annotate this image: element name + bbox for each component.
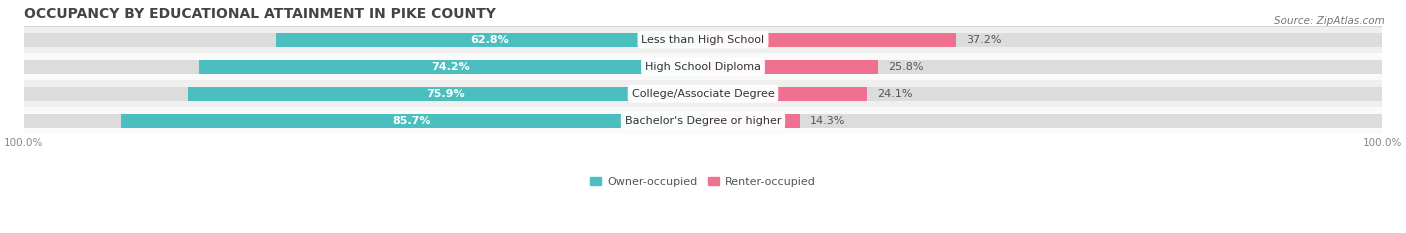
Bar: [24, 60, 703, 74]
Bar: [187, 87, 703, 101]
Bar: [703, 114, 1382, 128]
Bar: [24, 87, 703, 101]
Bar: [24, 33, 703, 47]
Bar: [703, 60, 879, 74]
Text: Source: ZipAtlas.com: Source: ZipAtlas.com: [1274, 16, 1385, 26]
Bar: [24, 26, 1382, 53]
Bar: [24, 80, 1382, 107]
Text: College/Associate Degree: College/Associate Degree: [631, 89, 775, 99]
Bar: [121, 114, 703, 128]
Text: 37.2%: 37.2%: [966, 35, 1001, 45]
Text: High School Diploma: High School Diploma: [645, 62, 761, 72]
Text: 75.9%: 75.9%: [426, 89, 464, 99]
Text: 25.8%: 25.8%: [889, 62, 924, 72]
Bar: [703, 33, 956, 47]
Bar: [703, 87, 1382, 101]
Bar: [703, 33, 1382, 47]
Bar: [24, 107, 1382, 134]
Text: 74.2%: 74.2%: [432, 62, 471, 72]
Text: 85.7%: 85.7%: [392, 116, 432, 126]
Text: 14.3%: 14.3%: [810, 116, 845, 126]
Bar: [24, 114, 703, 128]
Text: 62.8%: 62.8%: [471, 35, 509, 45]
Bar: [703, 60, 1382, 74]
Bar: [277, 33, 703, 47]
Bar: [24, 53, 1382, 80]
Bar: [703, 87, 866, 101]
Text: Less than High School: Less than High School: [641, 35, 765, 45]
Bar: [703, 114, 800, 128]
Bar: [200, 60, 703, 74]
Text: Bachelor's Degree or higher: Bachelor's Degree or higher: [624, 116, 782, 126]
Legend: Owner-occupied, Renter-occupied: Owner-occupied, Renter-occupied: [586, 172, 820, 191]
Text: 24.1%: 24.1%: [877, 89, 912, 99]
Text: OCCUPANCY BY EDUCATIONAL ATTAINMENT IN PIKE COUNTY: OCCUPANCY BY EDUCATIONAL ATTAINMENT IN P…: [24, 7, 496, 21]
